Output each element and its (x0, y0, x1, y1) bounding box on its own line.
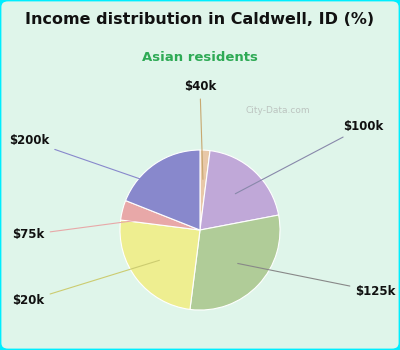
Text: City-Data.com: City-Data.com (246, 106, 310, 116)
Text: Asian residents: Asian residents (142, 51, 258, 64)
Text: $20k: $20k (12, 260, 160, 307)
Text: $100k: $100k (235, 120, 383, 194)
Wedge shape (200, 150, 210, 230)
Text: $200k: $200k (9, 134, 170, 189)
Text: Income distribution in Caldwell, ID (%): Income distribution in Caldwell, ID (%) (26, 12, 374, 27)
Wedge shape (120, 220, 200, 309)
Wedge shape (190, 215, 280, 310)
Wedge shape (200, 150, 278, 230)
Text: $125k: $125k (238, 264, 396, 298)
Wedge shape (126, 150, 200, 230)
Text: $40k: $40k (184, 80, 216, 179)
Wedge shape (121, 201, 200, 230)
Text: $75k: $75k (12, 218, 151, 241)
